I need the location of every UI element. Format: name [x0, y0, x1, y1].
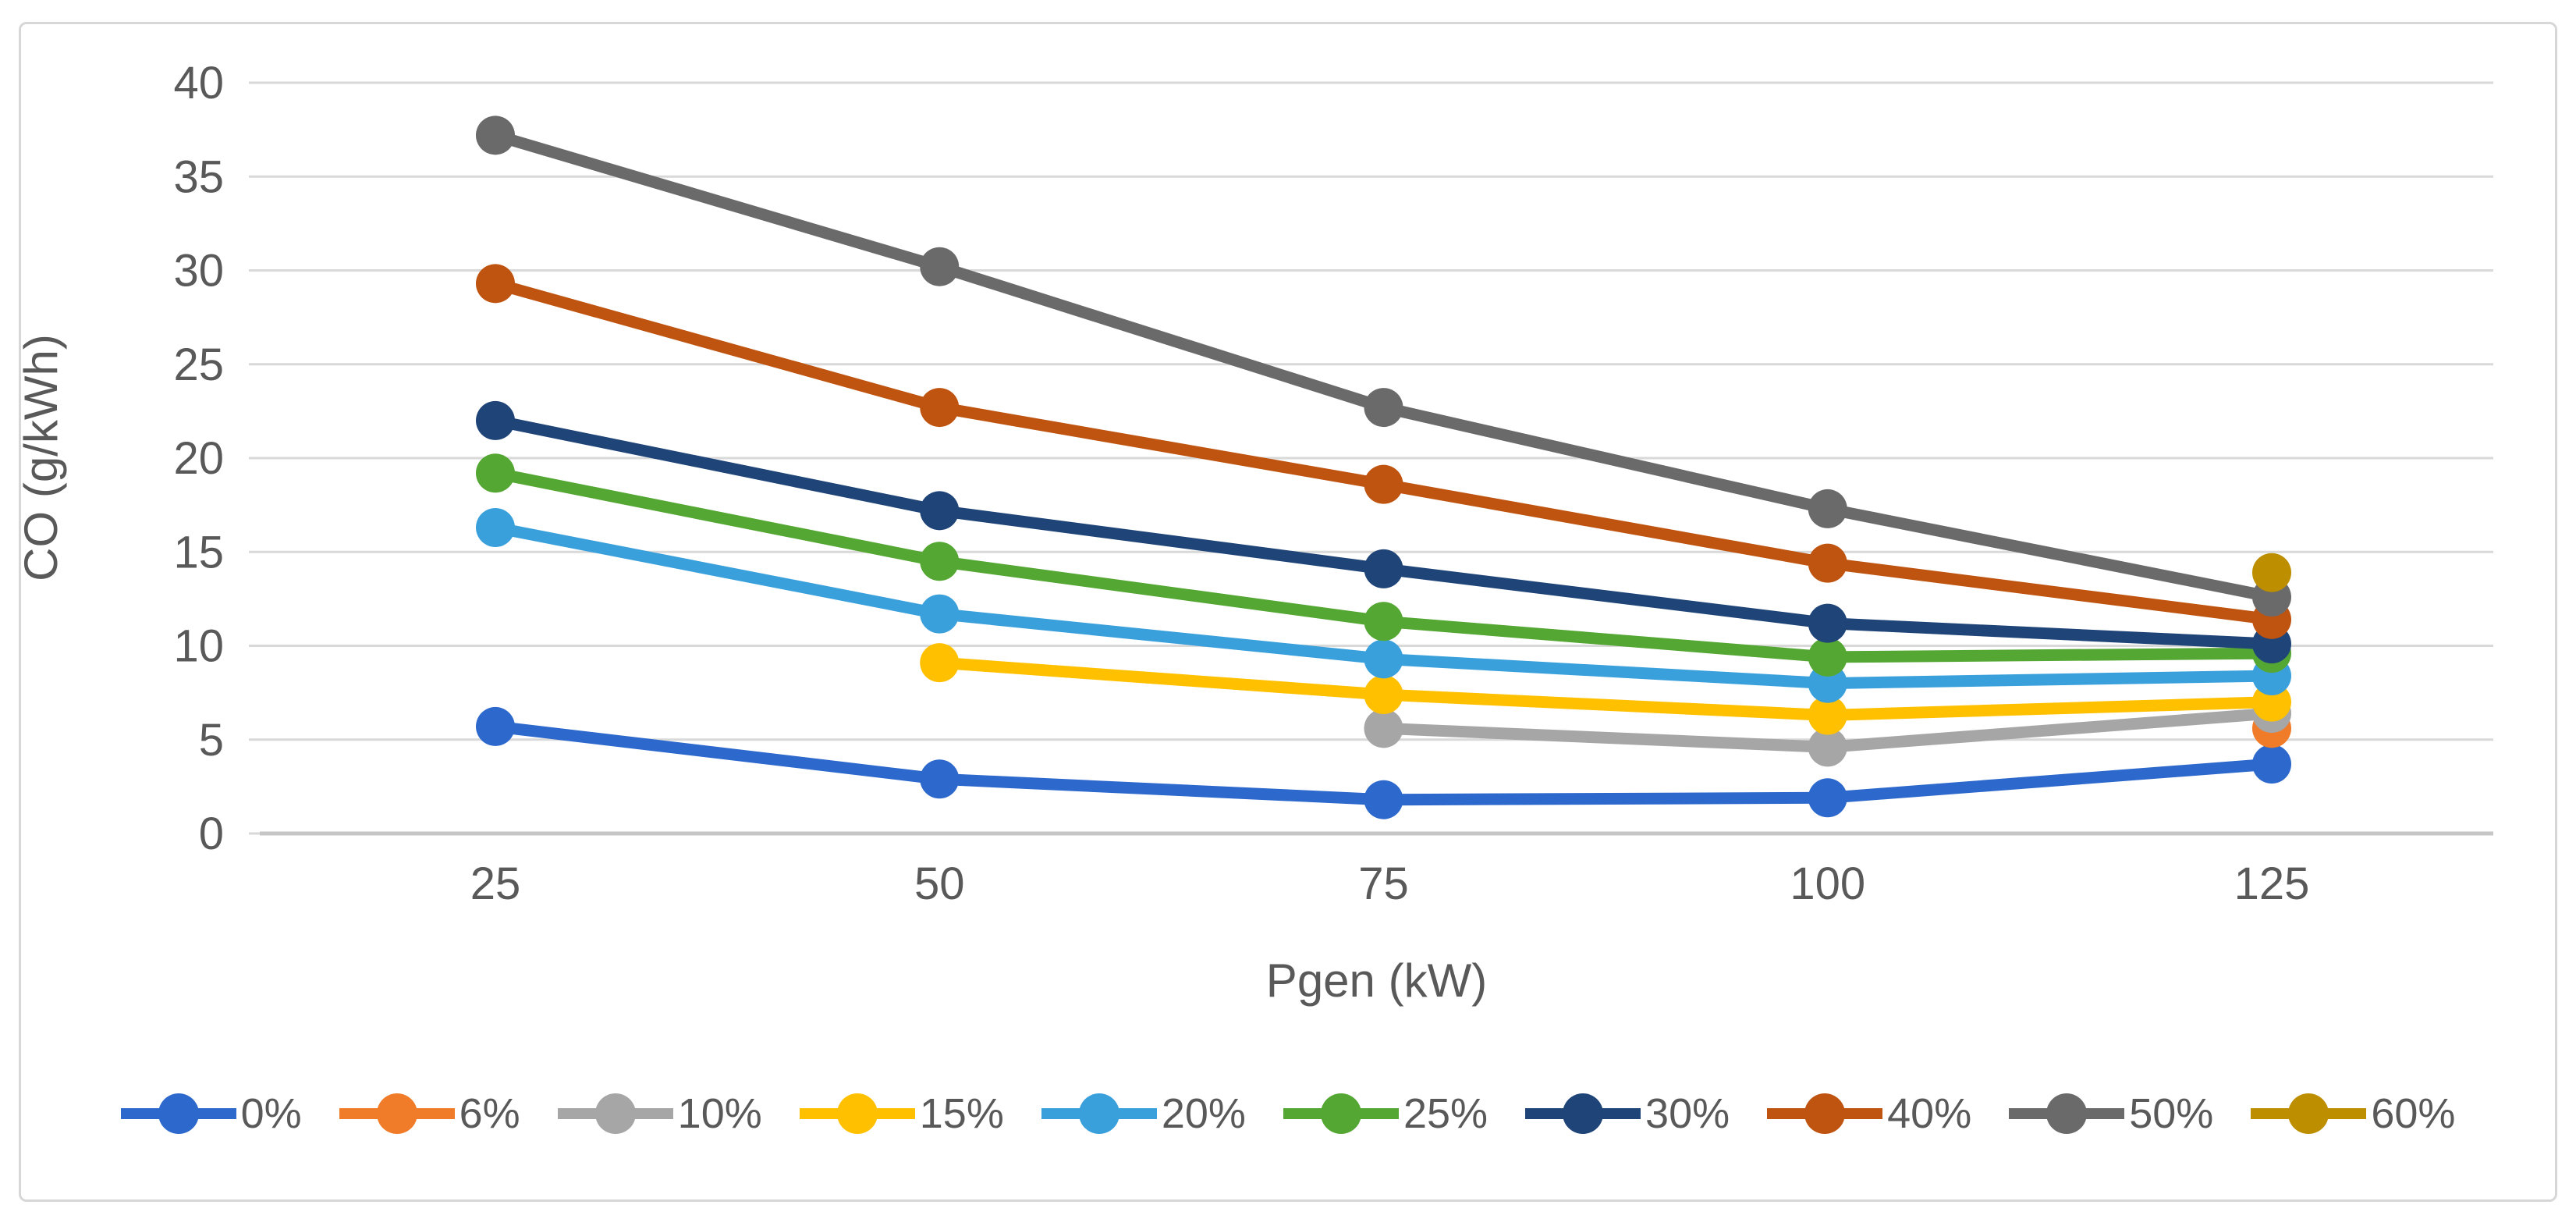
series-marker-30%	[476, 400, 515, 440]
y-tick-label: 30	[173, 246, 224, 297]
figure-border	[19, 22, 2557, 1202]
series-marker-30%	[1808, 603, 1847, 643]
legend-label: 10%	[677, 1090, 762, 1137]
series-marker-10%	[1364, 709, 1403, 748]
legend-line-marker-icon	[1525, 1092, 1641, 1135]
y-tick-label: 25	[173, 339, 224, 390]
legend-label: 30%	[1645, 1090, 1730, 1137]
legend-item-15%: 15%	[799, 1089, 1004, 1138]
series-marker-0%	[2252, 745, 2291, 784]
series-marker-25%	[1808, 637, 1847, 677]
series-marker-40%	[920, 388, 960, 428]
series-marker-50%	[920, 247, 960, 286]
legend-line-marker-icon	[2251, 1092, 2367, 1135]
series-marker-15%	[920, 643, 960, 683]
x-tick-label: 50	[914, 858, 965, 909]
legend-dot	[1804, 1093, 1846, 1134]
legend-dot	[594, 1093, 636, 1134]
x-tick-label: 100	[1790, 858, 1865, 909]
legend-item-30%: 30%	[1525, 1089, 1730, 1138]
series-marker-30%	[1364, 549, 1403, 588]
legend-dot	[2288, 1093, 2329, 1134]
legend-dot	[1563, 1093, 1604, 1134]
legend-label: 60%	[2371, 1090, 2456, 1137]
series-marker-10%	[1808, 727, 1847, 767]
legend-dot	[1320, 1093, 1361, 1134]
series-marker-15%	[1364, 675, 1403, 715]
legend-item-0%: 0%	[120, 1089, 302, 1138]
series-marker-50%	[1364, 388, 1403, 428]
legend-item-10%: 10%	[557, 1089, 762, 1138]
series-marker-15%	[1808, 695, 1847, 735]
legend-line-marker-icon	[2009, 1092, 2125, 1135]
legend-line-marker-icon	[120, 1092, 236, 1135]
series-line-15%	[933, 656, 2278, 721]
series-marker-20%	[920, 594, 960, 634]
x-tick-label: 75	[1358, 858, 1409, 909]
legend-line-marker-icon	[557, 1092, 673, 1135]
legend-dot	[158, 1093, 199, 1134]
legend-label: 20%	[1161, 1090, 1246, 1137]
y-tick-label: 15	[173, 527, 224, 578]
legend: 0% 6% 10% 15% 20% 25% 30% 40% 50% 60%	[31, 1079, 2545, 1149]
y-tick-label: 0	[199, 809, 224, 859]
series-marker-0%	[1364, 780, 1403, 819]
legend-dot	[1078, 1093, 1119, 1134]
series-marker-25%	[1364, 602, 1403, 641]
series-marker-25%	[476, 453, 515, 493]
series-marker-60%	[2252, 553, 2291, 592]
legend-dot	[376, 1093, 417, 1134]
legend-label: 15%	[919, 1090, 1004, 1137]
legend-item-40%: 40%	[1767, 1089, 1971, 1138]
series-marker-20%	[1364, 639, 1403, 679]
legend-dot	[2046, 1093, 2088, 1134]
legend-line-marker-icon	[1283, 1092, 1399, 1135]
series-marker-50%	[1808, 489, 1847, 528]
x-tick-label: 25	[470, 858, 521, 909]
x-tick-label: 125	[2234, 858, 2310, 909]
legend-item-25%: 25%	[1283, 1089, 1488, 1138]
series-marker-0%	[920, 759, 960, 799]
series-marker-0%	[476, 706, 515, 746]
series-marker-20%	[476, 507, 515, 547]
legend-line-marker-icon	[339, 1092, 455, 1135]
legend-line-marker-icon	[1767, 1092, 1883, 1135]
legend-label: 50%	[2129, 1090, 2214, 1137]
y-tick-label: 5	[199, 715, 224, 766]
legend-label: 25%	[1403, 1090, 1488, 1137]
legend-label: 0%	[240, 1090, 302, 1137]
x-axis-title: Pgen (kW)	[1265, 954, 1488, 1007]
series-marker-25%	[920, 542, 960, 581]
y-tick-label: 40	[173, 58, 224, 108]
legend-line-marker-icon	[799, 1092, 915, 1135]
series-marker-40%	[1808, 543, 1847, 583]
series-marker-0%	[1808, 778, 1847, 818]
series-marker-40%	[476, 264, 515, 304]
legend-item-60%: 60%	[2251, 1089, 2455, 1138]
series-marker-40%	[1364, 464, 1403, 504]
legend-item-50%: 50%	[2009, 1089, 2213, 1138]
legend-line-marker-icon	[1041, 1092, 1157, 1135]
legend-item-6%: 6%	[339, 1089, 520, 1138]
y-tick-label: 10	[173, 621, 224, 672]
y-axis-title-text: CO (g/kWh)	[14, 333, 67, 581]
series-marker-30%	[920, 491, 960, 531]
legend-label: 40%	[1887, 1090, 1972, 1137]
legend-item-20%: 20%	[1041, 1089, 1246, 1138]
y-tick-label: 20	[173, 433, 224, 484]
y-tick-label: 35	[173, 151, 224, 202]
legend-label: 6%	[459, 1090, 520, 1137]
series-marker-50%	[476, 116, 515, 155]
legend-dot	[836, 1093, 878, 1134]
